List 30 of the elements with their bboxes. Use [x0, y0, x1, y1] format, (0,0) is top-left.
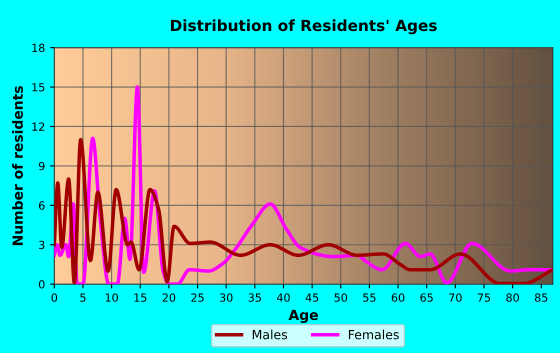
- x-tick-label: 65: [420, 293, 433, 302]
- y-tick-label: 9: [38, 162, 45, 170]
- x-tick-label: 30: [220, 293, 233, 302]
- y-tick-label: 0: [38, 280, 45, 289]
- y-tick-label: 15: [32, 83, 44, 92]
- y-tick-label: 3: [39, 240, 44, 250]
- x-tick-label: 60: [392, 293, 404, 302]
- y-tick-label: 12: [32, 122, 44, 131]
- x-tick-label: 25: [191, 293, 204, 302]
- y-axis-title: Number of residents: [12, 86, 23, 246]
- y-tick-label: 6: [39, 201, 45, 210]
- x-tick-label: 40: [276, 293, 290, 302]
- x-tick-label: 55: [363, 294, 376, 302]
- x-tick-label: 80: [506, 293, 519, 302]
- x-tick-label: 0: [52, 293, 58, 302]
- x-tick-label: 15: [134, 294, 146, 302]
- x-tick-label: 85: [534, 293, 548, 302]
- x-tick-label: 20: [162, 293, 176, 302]
- x-tick-label: 35: [248, 293, 261, 302]
- x-tick-label: 50: [334, 293, 348, 302]
- legend-label: Females: [348, 330, 399, 340]
- x-tick-label: 70: [449, 293, 462, 302]
- x-tick-label: 75: [478, 294, 490, 302]
- x-axis-title: Age: [288, 310, 318, 323]
- y-tick-label: 18: [32, 44, 45, 52]
- legend-label: Males: [252, 330, 288, 340]
- x-tick-label: 45: [306, 294, 318, 302]
- x-tick-label: 10: [106, 293, 118, 302]
- chart-title: Distribution of Residents' Ages: [171, 19, 437, 34]
- x-tick-label: 5: [80, 294, 86, 302]
